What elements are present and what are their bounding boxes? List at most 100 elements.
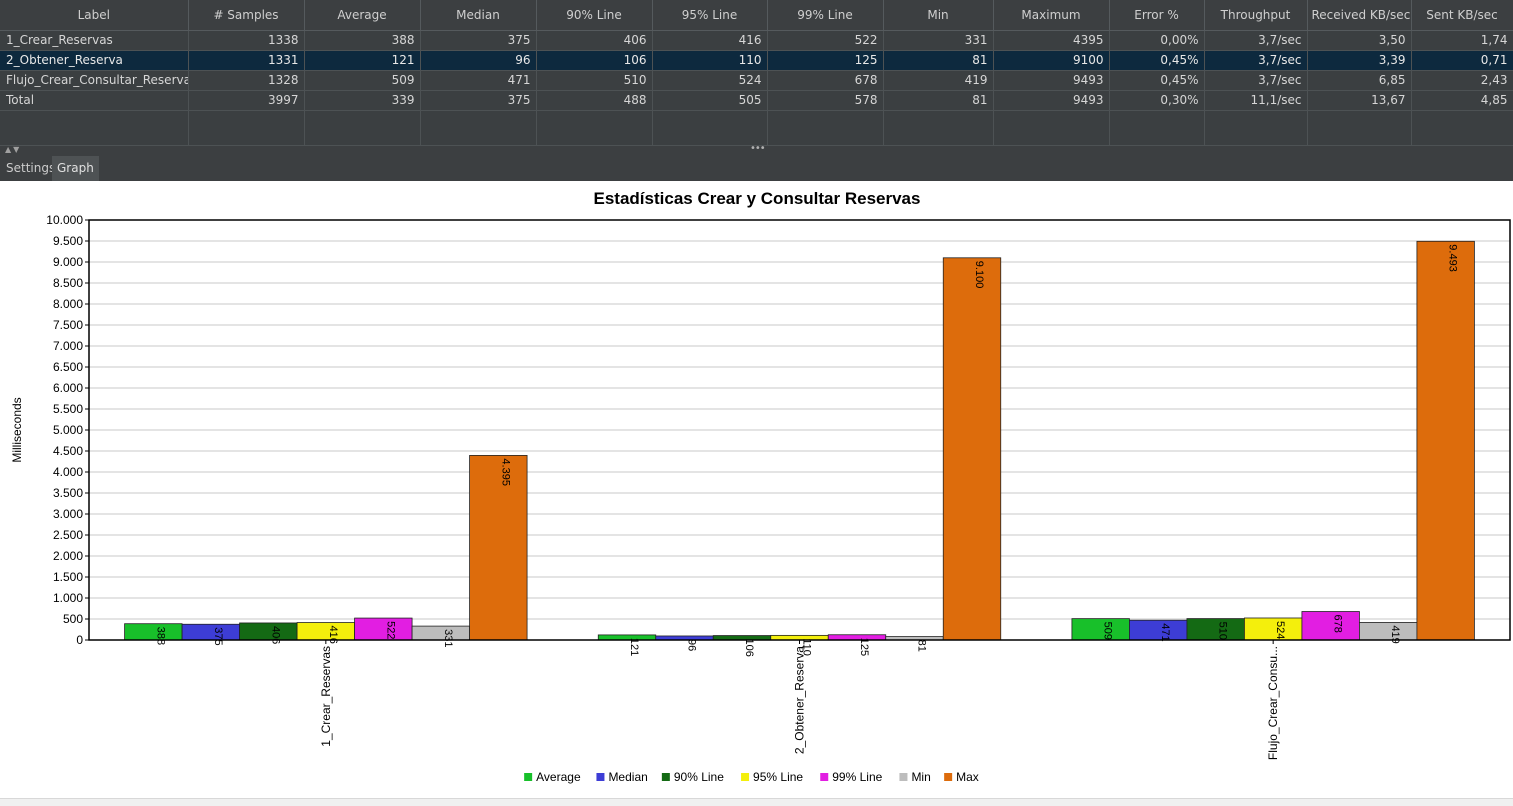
column-header[interactable]: # Samples bbox=[188, 0, 305, 31]
bar-value-label: 96 bbox=[686, 639, 698, 651]
table-cell: 110 bbox=[652, 50, 768, 71]
y-tick-label: 1.000 bbox=[53, 591, 83, 605]
y-tick-label: 2.500 bbox=[53, 528, 83, 542]
bar-value-label: 9.493 bbox=[1447, 244, 1459, 272]
table-cell: 9100 bbox=[993, 50, 1110, 71]
table-cell: 375 bbox=[420, 30, 537, 51]
column-header[interactable]: Maximum bbox=[993, 0, 1110, 31]
table-cell: 1,74 bbox=[1411, 30, 1513, 51]
table-cell: 510 bbox=[536, 70, 653, 91]
table-cell: 121 bbox=[304, 50, 421, 71]
table-cell: 416 bbox=[652, 30, 768, 51]
legend-label: Average bbox=[536, 770, 581, 784]
bar bbox=[181, 623, 240, 641]
bar-value-label: 388 bbox=[154, 627, 166, 645]
column-header[interactable]: 95% Line bbox=[652, 0, 768, 31]
y-tick-label: 9.500 bbox=[53, 234, 83, 248]
column-header[interactable]: Error % bbox=[1109, 0, 1205, 31]
table-row-selected[interactable]: 2_Obtener_Reserva 1331 121 96 106 110 12… bbox=[0, 50, 1513, 71]
table-cell: 3,7/sec bbox=[1204, 70, 1308, 91]
legend-swatch bbox=[741, 773, 750, 781]
table-cell: 331 bbox=[883, 30, 994, 51]
bar-value-label: 524 bbox=[1274, 621, 1286, 639]
table-cell: 125 bbox=[767, 50, 884, 71]
table-cell: 9493 bbox=[993, 70, 1110, 91]
x-axis-ticks: 1_Crear_Reservas 2_Obtener_Reserva Flujo_C… bbox=[319, 640, 1280, 760]
table-cell: 339 bbox=[304, 90, 421, 111]
table-cell: 1338 bbox=[188, 30, 305, 51]
table-cell: 375 bbox=[420, 90, 537, 111]
column-header[interactable]: Min bbox=[883, 0, 994, 31]
drag-grip-icon[interactable]: ••• bbox=[750, 143, 766, 154]
y-tick-label: 6.500 bbox=[53, 360, 83, 374]
y-tick-label: 3.000 bbox=[53, 507, 83, 521]
bar bbox=[411, 625, 470, 641]
table-row[interactable]: Flujo_Crear_Consultar_Reservas 1328 509 … bbox=[0, 70, 1513, 91]
legend-label: Max bbox=[956, 770, 979, 784]
bar-value-label: 331 bbox=[442, 629, 454, 647]
bar-value-label: 121 bbox=[628, 638, 640, 656]
bar-value-label: 81 bbox=[916, 640, 928, 652]
x-tick-label: 2_Obtener_Reserva bbox=[793, 646, 807, 754]
y-tick-label: 4.000 bbox=[53, 465, 83, 479]
x-tick-label: Flujo_Crear_Consu... bbox=[1266, 646, 1280, 760]
bar bbox=[1186, 618, 1245, 641]
bar bbox=[296, 622, 355, 641]
y-tick-label: 3.500 bbox=[53, 486, 83, 500]
bar-value-label: 125 bbox=[858, 638, 870, 656]
table-row-total[interactable]: Total 3997 339 375 488 505 578 81 9493 0… bbox=[0, 90, 1513, 111]
table-cell: 505 bbox=[652, 90, 768, 111]
legend: Average Median 90% Line 95% Line 99% Line Min… bbox=[524, 770, 979, 784]
bar-value-label: 510 bbox=[1217, 622, 1229, 640]
table-cell: 9493 bbox=[993, 90, 1110, 111]
bar-value-label: 509 bbox=[1102, 622, 1114, 640]
table-cell: 0,30% bbox=[1109, 90, 1205, 111]
table-cell: 1_Crear_Reservas bbox=[0, 30, 189, 51]
y-tick-label: 9.000 bbox=[53, 255, 83, 269]
legend-label: 90% Line bbox=[674, 770, 724, 784]
collapse-arrows-icon[interactable]: ▲▼ bbox=[5, 145, 22, 154]
column-header[interactable]: Median bbox=[420, 0, 537, 31]
y-tick-label: 7.000 bbox=[53, 339, 83, 353]
table-row[interactable]: 1_Crear_Reservas 1338 388 375 406 416 52… bbox=[0, 30, 1513, 51]
column-header[interactable]: 99% Line bbox=[767, 0, 884, 31]
table-cell: 81 bbox=[883, 90, 994, 111]
bar bbox=[1129, 619, 1188, 641]
bar bbox=[597, 634, 657, 641]
bar bbox=[1416, 240, 1475, 641]
bar-value-label: 522 bbox=[384, 621, 396, 639]
tab-settings[interactable]: Settings bbox=[6, 161, 56, 175]
y-tick-label: 8.500 bbox=[53, 276, 83, 290]
bar bbox=[1244, 617, 1303, 641]
column-header[interactable]: Average bbox=[304, 0, 421, 31]
tab-graph[interactable]: Graph bbox=[52, 156, 99, 181]
table-header-row: Label # Samples Average Median 90% Line … bbox=[0, 0, 1513, 31]
bar-value-label: 406 bbox=[269, 626, 281, 644]
table-cell: 3,7/sec bbox=[1204, 50, 1308, 71]
column-header[interactable]: 90% Line bbox=[536, 0, 653, 31]
y-tick-label: 1.500 bbox=[53, 570, 83, 584]
column-header[interactable]: Label bbox=[0, 0, 189, 31]
column-header[interactable]: Throughput bbox=[1204, 0, 1308, 31]
statistics-table-panel: Label # Samples Average Median 90% Line … bbox=[0, 0, 1513, 145]
bar-value-label: 416 bbox=[327, 626, 339, 644]
chart-title: Estadísticas Crear y Consultar Reservas bbox=[594, 189, 921, 208]
column-header[interactable]: Sent KB/sec bbox=[1411, 0, 1513, 31]
bar bbox=[827, 634, 887, 641]
split-pane-divider[interactable]: ▲▼ ••• bbox=[0, 143, 1513, 154]
bar-value-label: 678 bbox=[1332, 615, 1344, 633]
bar bbox=[1071, 618, 1130, 641]
table-cell: 6,85 bbox=[1307, 70, 1412, 91]
bar bbox=[469, 455, 528, 641]
table-cell: 678 bbox=[767, 70, 884, 91]
statistics-table[interactable]: Label # Samples Average Median 90% Line … bbox=[0, 0, 1513, 145]
bar bbox=[354, 617, 413, 641]
table-cell: 2_Obtener_Reserva bbox=[0, 50, 189, 71]
table-cell: 1328 bbox=[188, 70, 305, 91]
column-header[interactable]: Received KB/sec bbox=[1307, 0, 1412, 31]
y-tick-label: 4.500 bbox=[53, 444, 83, 458]
y-tick-label: 5.500 bbox=[53, 402, 83, 416]
tab-bar: Settings Graph bbox=[0, 154, 1513, 181]
table-cell: Flujo_Crear_Consultar_Reservas bbox=[0, 70, 189, 91]
bar-value-label: 375 bbox=[212, 627, 224, 645]
